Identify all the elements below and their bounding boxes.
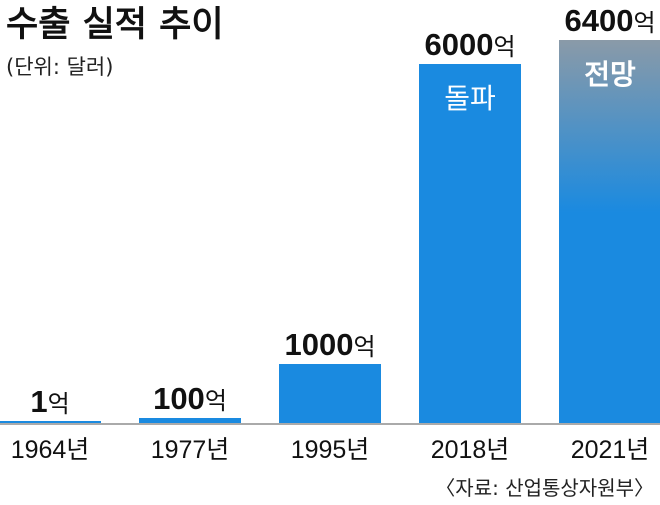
bar-1995년 [279, 364, 381, 424]
value-unit: 억 [205, 387, 227, 415]
value-number: 6000 [424, 27, 493, 62]
value-number: 1 [30, 384, 47, 419]
value-number: 6400 [564, 3, 633, 38]
labels-group: 1억1964년100억1977년1000억1995년6000억돌파2018년64… [11, 3, 656, 464]
value-label-2018년: 6000억 [424, 27, 515, 62]
x-tick-label-2018년: 2018년 [431, 436, 510, 464]
value-unit: 억 [633, 9, 655, 37]
inner-label-2018년: 돌파 [444, 82, 496, 115]
bars-group [0, 40, 660, 424]
chart-title: 수출 실적 추이 [6, 5, 224, 45]
value-number: 1000 [284, 327, 353, 362]
inner-label-2021년: 전망 [584, 58, 636, 91]
bar-2018년 [419, 64, 521, 424]
x-tick-label-2021년: 2021년 [571, 436, 650, 464]
bar-1964년 [0, 421, 101, 424]
x-tick-label-1964년: 1964년 [11, 436, 90, 464]
x-tick-label-1977년: 1977년 [151, 436, 230, 464]
value-unit: 억 [48, 390, 70, 418]
value-label-1964년: 1억 [30, 384, 69, 419]
bar-1977년 [139, 418, 241, 424]
value-unit: 억 [493, 33, 515, 61]
x-tick-label-1995년: 1995년 [291, 436, 370, 464]
value-label-1977년: 100억 [153, 381, 227, 416]
value-label-1995년: 1000억 [284, 327, 375, 362]
value-unit: 억 [353, 333, 375, 361]
source-note: 〈자료: 산업통상자원부〉 [435, 476, 654, 500]
value-number: 100 [153, 381, 205, 416]
bar-2021년 [559, 40, 660, 424]
unit-note: (단위: 달러) [6, 55, 113, 79]
value-label-2021년: 6400억 [564, 3, 655, 38]
